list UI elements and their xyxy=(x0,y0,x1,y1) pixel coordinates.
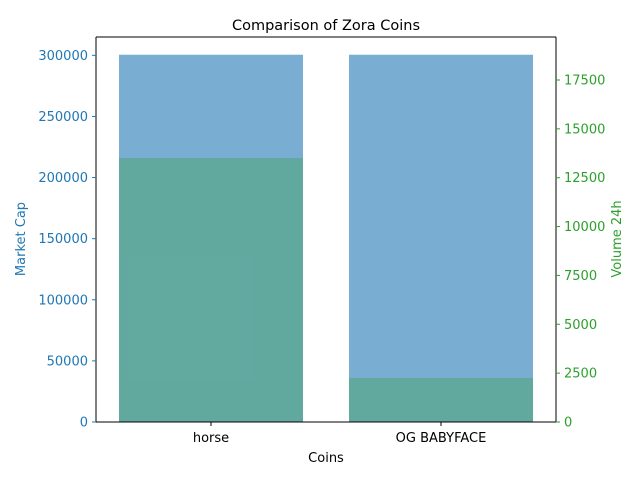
right-tick-label: 7500 xyxy=(564,269,597,284)
right-axis-title: Volume 24h xyxy=(610,200,625,277)
volume-bars xyxy=(119,158,533,422)
right-tick-label: 15000 xyxy=(564,122,605,137)
bar-volume-24h-horse xyxy=(119,158,303,422)
right-tick-label: 10000 xyxy=(564,220,605,235)
x-axis-title: Coins xyxy=(308,451,344,466)
x-axis-ticks: horse OG BABYFACE xyxy=(193,422,486,446)
right-axis-ticks: 0 2500 5000 7500 10000 12500 15000 17500 xyxy=(556,73,605,431)
right-tick-label: 2500 xyxy=(564,367,597,382)
left-tick-label: 250000 xyxy=(38,110,88,125)
market-cap-bars xyxy=(119,54,533,422)
left-tick-label: 50000 xyxy=(47,354,88,369)
axes xyxy=(95,36,557,423)
left-axis-ticks: 0 50000 100000 150000 200000 250000 300000 xyxy=(38,49,96,431)
left-tick-label: 300000 xyxy=(38,49,88,64)
left-axis-title: Market Cap xyxy=(14,202,29,276)
left-tick-label: 200000 xyxy=(38,171,88,186)
x-tick-label-og-babyface: OG BABYFACE xyxy=(396,431,487,446)
bar-volume-24h-og-babyface xyxy=(349,378,533,422)
right-tick-label: 0 xyxy=(564,416,572,431)
left-tick-label: 100000 xyxy=(38,293,88,308)
right-tick-label: 17500 xyxy=(564,73,605,88)
right-tick-label: 12500 xyxy=(564,171,605,186)
left-tick-label: 0 xyxy=(80,416,88,431)
right-tick-label: 5000 xyxy=(564,318,597,333)
bar-market-cap-og-babyface xyxy=(349,54,533,422)
bar-market-cap-horse xyxy=(119,54,303,422)
left-tick-label: 150000 xyxy=(38,232,88,247)
x-tick-label-horse: horse xyxy=(193,431,229,446)
chart-title: Comparison of Zora Coins xyxy=(232,18,420,34)
